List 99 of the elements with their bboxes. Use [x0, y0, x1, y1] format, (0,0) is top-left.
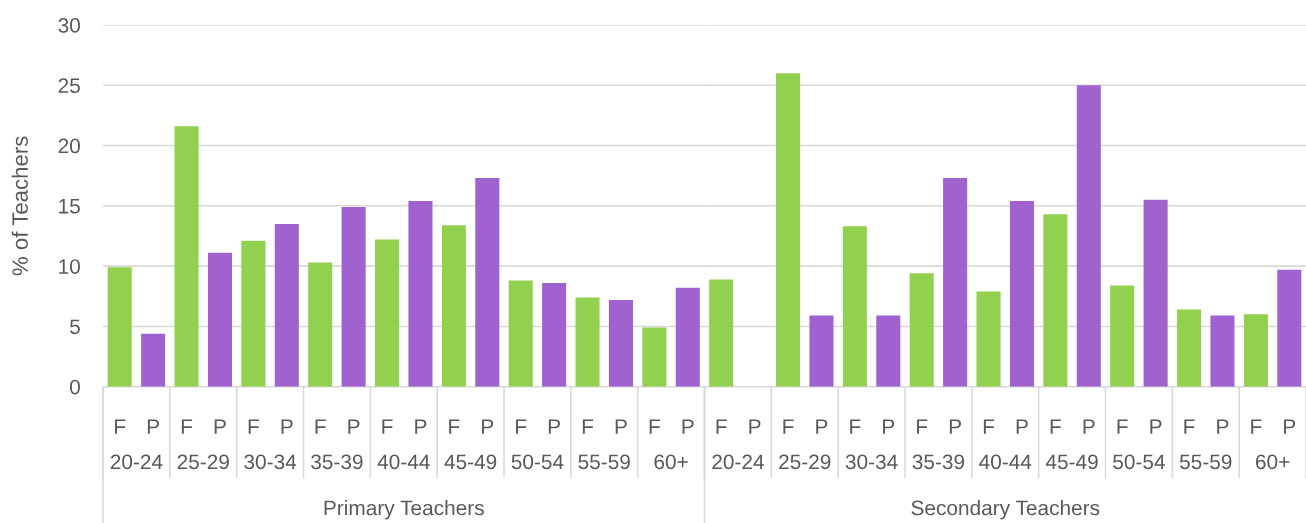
x-tick-label: 25-29	[177, 454, 229, 470]
x-tick-label: 45-49	[1045, 454, 1098, 470]
bar	[1243, 314, 1268, 387]
bar	[441, 225, 466, 387]
series-label: F	[716, 419, 727, 434]
x-tick-label: 40-44	[979, 454, 1032, 470]
x-tick-label: 45-49	[444, 454, 497, 470]
y-tick-label: 15	[59, 199, 80, 214]
x-tick-label: 50-54	[511, 454, 564, 470]
x-tick-label: 60+	[654, 454, 688, 470]
text: F	[1251, 419, 1262, 434]
bar	[542, 283, 567, 387]
x-axis-title: Secondary Teachers	[911, 499, 1100, 520]
y-tick-label: 20	[58, 138, 80, 154]
text: P	[1150, 419, 1162, 434]
bar	[174, 126, 199, 387]
text: F	[983, 419, 995, 434]
text: P	[749, 419, 761, 434]
x-axis-title: Primary Teachers	[324, 499, 484, 520]
bar	[1210, 315, 1235, 387]
bar	[141, 333, 166, 387]
bar	[475, 178, 500, 387]
x-tick-label: 35-39	[311, 454, 363, 470]
text: P	[281, 419, 293, 434]
text: P	[415, 419, 427, 434]
bar	[341, 207, 366, 387]
bar	[876, 315, 901, 387]
text: P	[883, 419, 895, 434]
text: F	[649, 419, 660, 434]
text: F	[1050, 419, 1061, 434]
bar	[943, 178, 968, 387]
bar	[776, 73, 801, 387]
bar	[1277, 269, 1302, 387]
text: P	[1083, 419, 1095, 434]
bar	[408, 201, 433, 387]
text: F	[850, 419, 861, 434]
bar	[207, 252, 232, 387]
text: P	[348, 419, 360, 434]
x-tick-label: 50-54	[1113, 454, 1165, 470]
bar	[976, 291, 1001, 387]
text: F	[1184, 419, 1195, 434]
y-tick-label: 25	[58, 78, 80, 94]
text: F	[181, 419, 193, 434]
y-tick-label: 0	[70, 379, 80, 395]
x-tick-label: 60+	[1255, 454, 1290, 470]
bar	[842, 226, 867, 387]
text: F	[315, 419, 326, 434]
bar	[508, 280, 533, 387]
series-label: P	[816, 419, 828, 434]
y-tick-label: 10	[59, 259, 80, 274]
x-tick-label: 30-34	[244, 454, 297, 470]
text: P	[1016, 419, 1028, 434]
text: F	[917, 419, 928, 434]
bar	[675, 287, 700, 387]
bar	[709, 279, 734, 387]
bar	[107, 267, 132, 387]
text: F	[582, 419, 594, 434]
bar	[1009, 201, 1034, 387]
bar	[575, 297, 600, 387]
bar	[1043, 214, 1068, 387]
series-label: F	[115, 419, 126, 434]
text: F	[1117, 419, 1128, 434]
x-tick-label: 30-34	[845, 454, 898, 470]
bar	[1076, 85, 1101, 387]
text: F	[516, 419, 527, 434]
x-tick-label: 25-29	[779, 454, 831, 470]
x-tick-label: 35-39	[912, 454, 965, 470]
bar	[241, 240, 266, 387]
bar	[375, 239, 400, 387]
text: P	[214, 419, 226, 434]
y-tick-label: 30	[58, 18, 80, 33]
bar	[909, 273, 934, 387]
text: F	[248, 419, 259, 434]
text: P	[615, 419, 627, 434]
text: P	[949, 419, 961, 434]
text: P	[548, 419, 560, 434]
bar	[809, 315, 834, 387]
bar	[642, 327, 667, 387]
text: P	[1217, 419, 1229, 434]
y-tick-label: 5	[70, 319, 80, 335]
bar	[608, 299, 633, 387]
text: P	[1284, 419, 1296, 434]
text: F	[449, 419, 460, 434]
bar	[1143, 199, 1168, 387]
bar	[274, 223, 299, 387]
x-tick-label: 20-24	[712, 454, 764, 470]
x-tick-label: 55-59	[578, 454, 630, 470]
x-tick-label: 40-44	[377, 454, 430, 470]
text: P	[682, 419, 694, 434]
bar	[1177, 309, 1202, 387]
text: P	[482, 419, 494, 434]
bar	[308, 262, 333, 387]
text: F	[783, 419, 794, 434]
series-label: P	[147, 419, 159, 434]
y-axis-title: % of Teachers	[11, 136, 28, 276]
bar	[1110, 285, 1135, 387]
x-tick-label: 55-59	[1179, 454, 1232, 470]
text: F	[382, 419, 393, 434]
x-tick-label: 20-24	[110, 454, 163, 470]
